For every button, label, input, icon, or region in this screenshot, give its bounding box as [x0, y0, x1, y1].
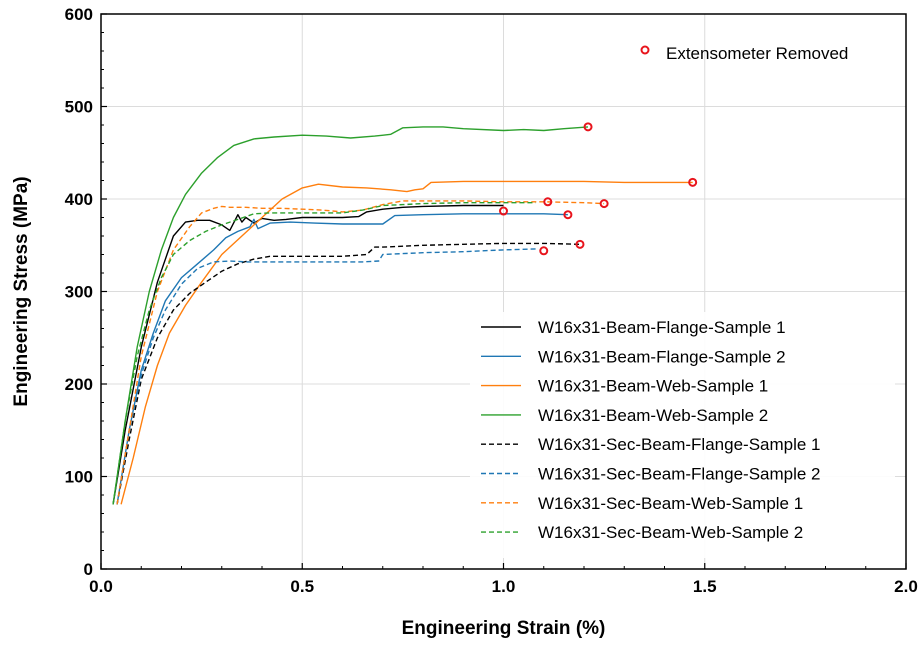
y-axis-title: Engineering Stress (MPa) [11, 176, 32, 406]
series-line-2 [116, 213, 568, 505]
series-line-6 [116, 248, 536, 505]
series-line-5 [116, 242, 581, 505]
x-tick-label: 0.5 [290, 577, 314, 596]
extensometer-removed-point [583, 122, 593, 132]
y-tick-label: 200 [65, 375, 93, 394]
y-tick-label: 300 [65, 283, 93, 302]
series-line-4 [112, 126, 589, 505]
y-tick-label: 500 [65, 98, 93, 117]
legend-label-1: W16x31-Beam-Flange-Sample 1 [538, 318, 786, 337]
extensometer-removed-point [499, 206, 508, 216]
x-axis-title: Engineering Strain (%) [402, 618, 606, 639]
y-tick-label: 100 [65, 468, 93, 487]
legend-label-5: W16x31-Sec-Beam-Flange-Sample 1 [538, 435, 821, 454]
extensometer-label: Extensometer Removed [666, 44, 848, 63]
series-line-1 [112, 204, 504, 505]
axis-ticks: 0.0 0.5 1.0 1.5 2.0 0 100 200 300 400 500 600 [65, 5, 918, 596]
extensometer-removed-point [563, 210, 573, 220]
x-tick-label: 0.0 [89, 577, 113, 596]
series-line-3 [120, 180, 693, 505]
series-lines [112, 126, 693, 505]
x-tick-label: 1.5 [693, 577, 717, 596]
series-line-8 [112, 202, 536, 505]
extensometer-removed-point [539, 246, 549, 256]
legend: W16x31-Beam-Flange-Sample 1 W16x31-Beam-F… [470, 312, 895, 558]
legend-label-2: W16x31-Beam-Flange-Sample 2 [538, 347, 786, 366]
legend-label-3: W16x31-Beam-Web-Sample 1 [538, 377, 768, 396]
legend-label-7: W16x31-Sec-Beam-Web-Sample 1 [538, 494, 803, 513]
extensometer-removed-point [688, 177, 698, 187]
extensometer-removed-points [499, 122, 698, 256]
legend-box [470, 312, 895, 558]
x-tick-label: 1.0 [492, 577, 516, 596]
legend-label-6: W16x31-Sec-Beam-Flange-Sample 2 [538, 465, 821, 484]
series-line-7 [116, 200, 605, 505]
legend-label-8: W16x31-Sec-Beam-Web-Sample 2 [538, 523, 803, 542]
extensometer-removed-point [599, 199, 609, 209]
y-tick-label: 600 [65, 5, 93, 24]
x-tick-label: 2.0 [894, 577, 918, 596]
y-tick-label: 400 [65, 190, 93, 209]
extensometer-removed-point [543, 197, 553, 207]
extensometer-marker-icon [640, 45, 650, 55]
extensometer-removed-point [575, 239, 585, 249]
extensometer-annotation: Extensometer Removed [640, 44, 848, 63]
legend-label-4: W16x31-Beam-Web-Sample 2 [538, 406, 768, 425]
y-tick-label: 0 [84, 560, 93, 579]
